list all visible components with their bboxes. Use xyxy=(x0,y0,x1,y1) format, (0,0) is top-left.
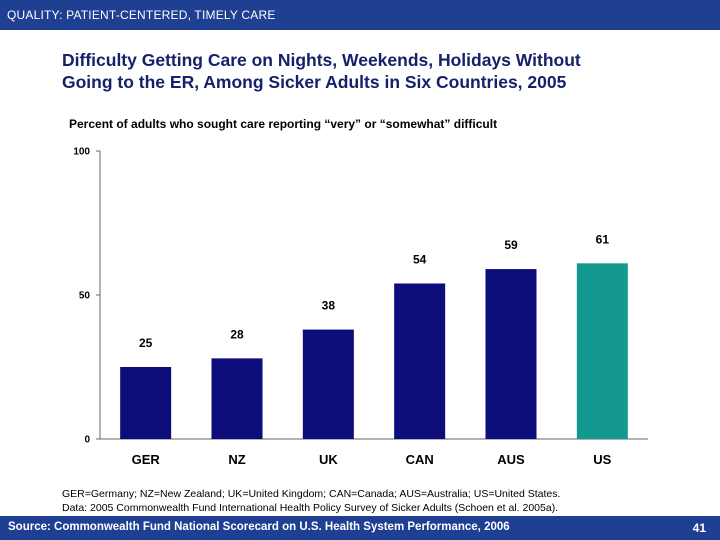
bar-uk xyxy=(302,329,354,439)
data-label: 61 xyxy=(596,232,610,246)
data-label: 28 xyxy=(230,327,244,341)
title-line-1: Difficulty Getting Care on Nights, Weeke… xyxy=(62,50,581,70)
x-tick-label: UK xyxy=(319,452,338,467)
bar-can xyxy=(394,283,446,439)
abbreviations-note: GER=Germany; NZ=New Zealand; UK=United K… xyxy=(62,488,561,500)
source-citation: Source: Commonwealth Fund National Score… xyxy=(8,521,510,533)
data-label: 38 xyxy=(322,299,336,313)
section-label: QUALITY: PATIENT-CENTERED, TIMELY CARE xyxy=(7,8,276,22)
x-tick-label: US xyxy=(593,452,611,467)
chart-subtitle: Percent of adults who sought care report… xyxy=(69,117,498,131)
bar-ger xyxy=(120,367,172,439)
y-tick-label: 0 xyxy=(84,435,90,446)
footer-bar: Source: Commonwealth Fund National Score… xyxy=(0,516,720,540)
data-source-note: Data: 2005 Commonwealth Fund Internation… xyxy=(62,502,559,514)
x-tick-label: NZ xyxy=(228,452,245,467)
data-label: 59 xyxy=(504,238,518,252)
notes: GER=Germany; NZ=New Zealand; UK=United K… xyxy=(62,487,560,515)
y-tick-label: 50 xyxy=(79,291,91,302)
bar-us xyxy=(576,263,628,439)
chart-title: Difficulty Getting Care on Nights, Weeke… xyxy=(62,49,702,93)
title-line-2: Going to the ER, Among Sicker Adults in … xyxy=(62,72,567,92)
bar-nz xyxy=(211,358,263,439)
bar-aus xyxy=(485,269,537,439)
x-tick-label: AUS xyxy=(497,452,525,467)
header-bar: QUALITY: PATIENT-CENTERED, TIMELY CARE xyxy=(0,0,720,30)
x-tick-label: GER xyxy=(132,452,161,467)
x-tick-label: CAN xyxy=(406,452,434,467)
data-label: 54 xyxy=(413,252,427,266)
data-label: 25 xyxy=(139,336,153,350)
page-number: 41 xyxy=(692,521,706,535)
y-tick-label: 100 xyxy=(73,147,90,158)
